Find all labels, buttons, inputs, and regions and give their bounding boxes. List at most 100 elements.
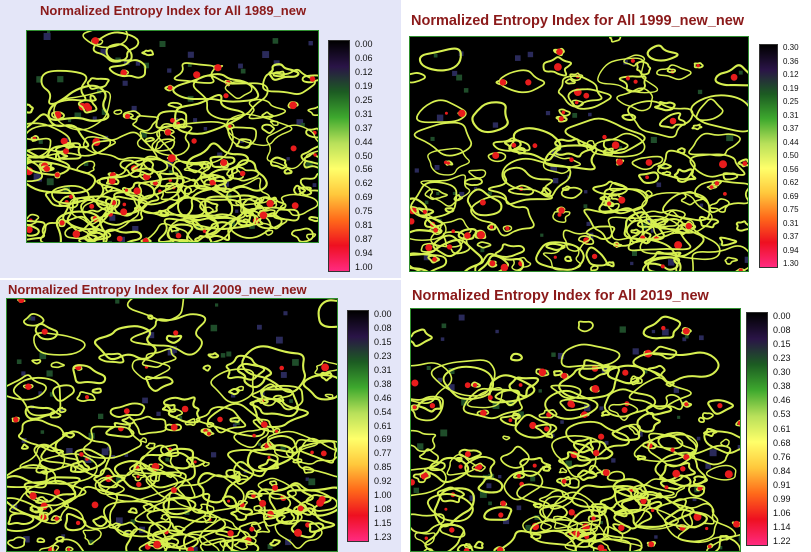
contour-line — [194, 234, 213, 242]
contour-line — [314, 360, 337, 375]
contour-line — [456, 543, 474, 551]
hotspot-marker — [259, 211, 268, 220]
contour-line — [508, 376, 540, 398]
contour-plot — [27, 31, 318, 242]
map-cell — [433, 53, 438, 58]
contour-line — [29, 505, 44, 514]
contour-line — [253, 504, 263, 512]
contour-line — [583, 207, 644, 247]
contour-line — [40, 430, 112, 477]
contour-line — [608, 402, 639, 421]
contour-line — [544, 389, 599, 420]
contour-line — [664, 508, 708, 529]
map-cell — [131, 105, 137, 111]
contour-line — [436, 486, 465, 504]
map-cell — [611, 458, 616, 463]
map-cell — [130, 519, 136, 524]
hotspot-marker — [228, 124, 232, 128]
hotspot-marker — [289, 101, 297, 110]
contour-line — [516, 483, 570, 507]
map-cell — [258, 442, 262, 446]
contour-line — [155, 110, 188, 129]
hotspot-marker — [705, 526, 709, 531]
map-cell — [38, 391, 43, 396]
map-cell — [46, 178, 54, 186]
contour-line — [39, 453, 98, 485]
hotspot-marker — [444, 111, 448, 115]
contour-line — [500, 445, 530, 469]
contour-line — [22, 312, 45, 327]
map-cell — [273, 60, 280, 67]
contour-line — [571, 99, 585, 107]
hotspot-marker — [227, 530, 234, 537]
hotspot-marker — [458, 109, 466, 118]
contour-line — [416, 99, 467, 124]
hotspot-marker — [557, 212, 562, 217]
contour-line — [35, 512, 49, 522]
contour-line — [468, 169, 487, 179]
contour-line — [197, 472, 241, 504]
map-cell — [88, 539, 94, 546]
contour-line — [613, 508, 653, 530]
hotspot-marker — [487, 395, 493, 401]
map-cell — [116, 477, 122, 483]
contour-line — [229, 416, 241, 424]
contour-line — [647, 364, 666, 377]
map-cell — [132, 226, 139, 233]
contour-line — [513, 147, 527, 155]
map-cell — [165, 457, 170, 462]
hotspot-marker — [591, 253, 598, 260]
hotspot-marker — [59, 220, 65, 226]
map-cell — [159, 41, 166, 47]
contour-line — [658, 112, 687, 129]
hotspot-marker — [603, 548, 608, 551]
contour-line — [588, 464, 603, 475]
hotspot-marker — [60, 137, 68, 145]
hotspot-marker — [217, 416, 223, 423]
contour-line — [101, 195, 149, 226]
hotspot-marker — [554, 63, 562, 71]
map-panel-1999: Normalized Entropy Index for All 1999_ne… — [402, 0, 811, 278]
map-cell — [697, 89, 703, 95]
contour-line — [618, 75, 647, 93]
contour-line — [429, 461, 446, 472]
legend-tick-label: 0.76 — [773, 451, 791, 462]
map-cell — [47, 31, 51, 35]
legend-tick-label: 0.69 — [783, 191, 799, 201]
hotspot-marker — [116, 235, 123, 242]
map-cell — [143, 62, 149, 69]
contour-line — [464, 455, 496, 479]
map-cell — [661, 165, 665, 169]
contour-line — [590, 265, 599, 271]
map-cell — [518, 411, 524, 418]
hotspot-marker — [249, 526, 255, 532]
contour-line — [274, 519, 323, 549]
contour-line — [261, 123, 275, 134]
contour-line — [122, 110, 141, 121]
map-cell — [89, 458, 94, 463]
legend-tick-label: 0.50 — [783, 151, 799, 160]
map-cell — [43, 33, 51, 40]
contour-line — [166, 184, 234, 219]
hotspot-marker — [464, 451, 471, 458]
map-cell — [148, 332, 155, 339]
contour-line — [7, 464, 48, 489]
contour-line — [76, 160, 96, 174]
hotspot-marker — [569, 157, 574, 162]
contour-line — [172, 73, 260, 103]
hotspot-marker — [411, 479, 415, 486]
map-cell — [604, 440, 609, 445]
contour-line — [266, 435, 299, 454]
contour-line — [234, 385, 245, 393]
contour-line — [298, 440, 337, 464]
contour-line — [160, 184, 193, 202]
map-cell — [210, 324, 218, 332]
hotspot-marker — [133, 187, 141, 195]
contour-line — [483, 506, 513, 521]
hotspot-marker — [25, 383, 32, 390]
contour-line — [305, 494, 337, 512]
contour-line — [55, 535, 65, 543]
map-cell — [456, 74, 463, 81]
hotspot-marker — [591, 516, 596, 521]
legend-tick-label: 0.15 — [773, 339, 791, 350]
